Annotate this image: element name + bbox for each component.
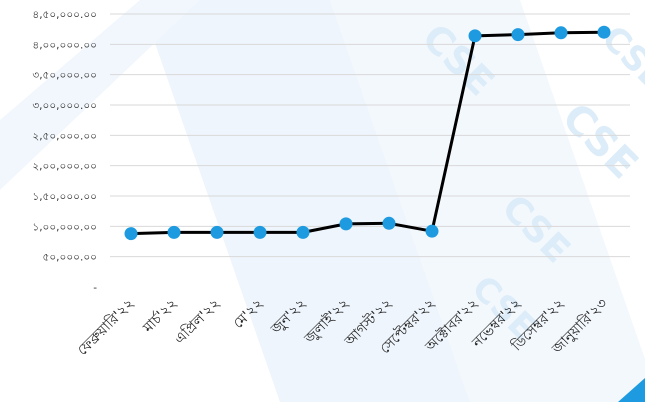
background-band bbox=[0, 0, 200, 190]
data-point bbox=[339, 217, 353, 231]
y-tick-label: ৫০,০০০.০০ bbox=[43, 252, 98, 264]
data-point bbox=[296, 225, 310, 239]
background-band bbox=[140, 0, 470, 402]
x-tick-label: মার্চ'২২ bbox=[139, 295, 181, 337]
y-tick-label: ৪,০০,০০০.০০ bbox=[32, 39, 97, 51]
data-point bbox=[597, 25, 611, 39]
data-point bbox=[167, 225, 181, 239]
y-axis: - ৫০,০০০.০০ ১,০০,০০০.০০ ১,৫০,০০০.০০ ২,০০,০০০… bbox=[32, 9, 97, 294]
background-band bbox=[330, 0, 645, 402]
y-tick-label: ১,৫০,০০০.০০ bbox=[32, 191, 97, 203]
y-tick-label: - bbox=[93, 282, 97, 294]
gridlines bbox=[110, 13, 630, 258]
data-point bbox=[511, 28, 525, 42]
series-line bbox=[130, 30, 605, 236]
corner-accent bbox=[618, 378, 645, 402]
y-tick-label: ৩,০০,০০০.০০ bbox=[32, 100, 97, 112]
y-tick-label: ৪,৫০,০০০.০০ bbox=[32, 9, 97, 21]
y-tick-label: ২,৫০,০০০.০০ bbox=[32, 130, 97, 142]
data-point bbox=[554, 26, 568, 40]
data-point bbox=[124, 227, 138, 241]
y-tick-label: ৩,৫০,০০০.০০ bbox=[32, 70, 97, 82]
x-tick-label: ফেব্রুয়ারি'২২ bbox=[74, 295, 138, 359]
x-tick-label: এপ্রিল'২২ bbox=[171, 295, 224, 348]
data-point bbox=[468, 29, 482, 43]
data-point bbox=[425, 224, 439, 238]
plot-area bbox=[124, 25, 611, 241]
data-point bbox=[210, 225, 224, 239]
data-point bbox=[382, 216, 396, 230]
y-tick-label: ২,০০,০০০.০০ bbox=[32, 161, 97, 173]
y-tick-label: ১,০০,০০০.০০ bbox=[32, 221, 97, 233]
data-point bbox=[253, 225, 267, 239]
